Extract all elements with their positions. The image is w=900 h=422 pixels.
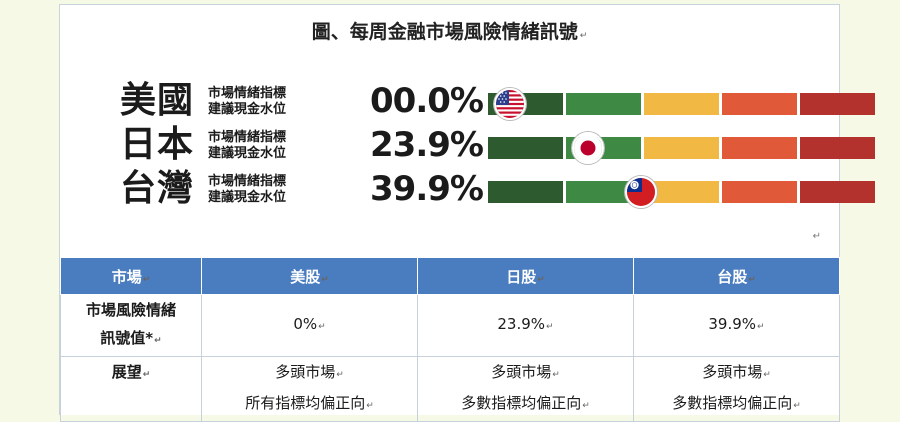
cash-percent: 39.9% [370,169,484,209]
gauge-bar [488,132,875,164]
row-label-outlook: 展望↵ [60,356,202,422]
table-cell: 多頭市場↵ 多數指標均偏正向↵ [417,356,634,422]
country-label: 日本 [120,124,195,165]
table-cell: 0%↵ [201,294,418,357]
figure-title: 圖、每周金融市場風險情緒訊號 ↵ [311,21,588,43]
paragraph-mark: ↵ [812,231,821,242]
gauge-segment [800,181,875,203]
gauge-segment [566,181,641,203]
us-flag-icon [494,88,526,120]
gauge-segment [644,93,719,115]
gauge-bar [488,176,875,208]
sentiment-figure: 圖、每周金融市場風險情緒訊號 ↵ 美國 市場情緒指標 建議現金水位 00.0% [60,5,875,257]
gauge-segment [488,181,563,203]
gauge-segment [644,181,719,203]
row-label-signal: 市場風險情緒 訊號值*↵ [60,294,202,357]
table-header-cell: 日股↵ [417,257,634,295]
table-cell: 39.9%↵ [633,294,840,357]
gauge-segment [800,137,875,159]
table-cell: 23.9%↵ [417,294,634,357]
country-label: 美國 [120,80,195,121]
table-cell: 多頭市場↵ 多數指標均偏正向↵ [633,356,840,422]
gauge-bar [488,88,875,120]
table-header-cell: 市場↵ [60,257,202,295]
table-header-row: 市場↵ 美股↵ 日股↵ 台股↵ [60,257,840,295]
gauge-segment [566,93,641,115]
table-header-cell: 台股↵ [633,257,840,295]
taiwan-flag-icon [624,176,657,208]
gauge-row-taiwan: 台灣 市場情緒指標 建議現金水位 39.9% [120,168,875,211]
gauge-segment [722,181,797,203]
table-row: 市場風險情緒 訊號值*↵ 0%↵ 23.9%↵ 39.9%↵ [60,294,840,357]
table-cell: 多頭市場↵ 所有指標均偏正向↵ [201,356,418,422]
country-label: 台灣 [120,168,195,209]
cash-percent: 23.9% [370,125,484,165]
gauge-segment [644,137,719,159]
market-summary-table: 市場↵ 美股↵ 日股↵ 台股↵ 市場風險情緒 訊號值*↵ 0%↵ 23.9%↵ … [60,257,840,422]
indicator-sublabel: 市場情緒指標 建議現金水位 [208,86,287,117]
table-row: 展望↵ 多頭市場↵ 所有指標均偏正向↵ 多頭市場↵ 多數指標均偏正向↵ 多頭市場… [60,356,840,422]
gauge-segment [800,93,875,115]
gauge-segment [722,93,797,115]
gauge-row-us: 美國 市場情緒指標 建議現金水位 00.0% [120,80,875,123]
table-header-cell: 美股↵ [201,257,418,295]
indicator-sublabel: 市場情緒指標 建議現金水位 [208,174,287,205]
cash-percent: 00.0% [370,81,484,121]
japan-flag-icon [572,132,605,164]
indicator-sublabel: 市場情緒指標 建議現金水位 [208,130,287,161]
gauge-segment [488,137,563,159]
gauge-row-japan: 日本 市場情緒指標 建議現金水位 23.9% [120,124,875,167]
document-page: 圖、每周金融市場風險情緒訊號 ↵ 美國 市場情緒指標 建議現金水位 00.0% [59,4,875,422]
gauge-segment [722,137,797,159]
